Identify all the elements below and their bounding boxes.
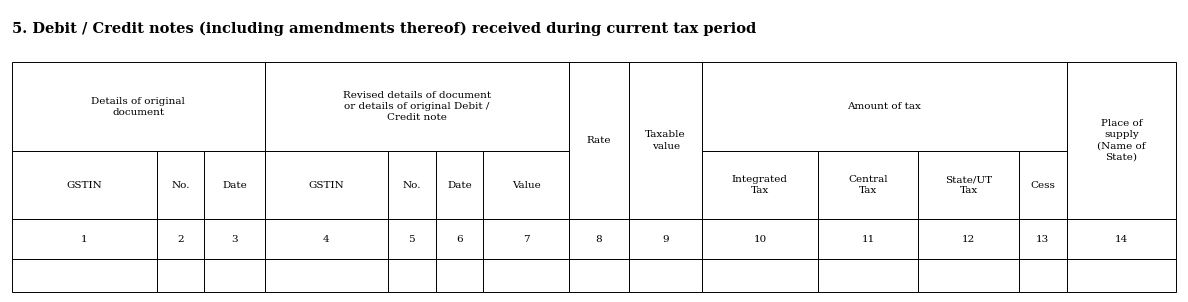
Text: Details of original
document: Details of original document xyxy=(91,97,185,117)
Bar xyxy=(12,62,265,151)
Text: 7: 7 xyxy=(523,235,530,244)
Text: 3: 3 xyxy=(232,235,238,244)
Bar xyxy=(702,151,817,219)
Bar xyxy=(265,259,387,292)
Bar xyxy=(484,219,569,259)
Bar xyxy=(265,62,569,151)
Bar xyxy=(265,219,387,259)
Bar xyxy=(918,151,1019,219)
Bar xyxy=(436,219,484,259)
Bar xyxy=(265,151,387,219)
Bar xyxy=(702,219,817,259)
Text: 12: 12 xyxy=(962,235,975,244)
Bar xyxy=(702,259,817,292)
Bar xyxy=(817,259,918,292)
Bar xyxy=(12,151,157,219)
Text: 6: 6 xyxy=(456,235,463,244)
Text: 8: 8 xyxy=(595,235,602,244)
Text: 2: 2 xyxy=(177,235,184,244)
Text: Central
Tax: Central Tax xyxy=(848,175,887,195)
Bar xyxy=(157,259,204,292)
Text: 4: 4 xyxy=(323,235,329,244)
Bar xyxy=(1019,219,1067,259)
Bar xyxy=(484,151,569,219)
Text: 11: 11 xyxy=(861,235,874,244)
Text: Date: Date xyxy=(222,181,247,190)
Bar xyxy=(157,151,204,219)
Text: Date: Date xyxy=(447,181,472,190)
Text: 14: 14 xyxy=(1114,235,1127,244)
Bar xyxy=(569,259,630,292)
Bar xyxy=(918,259,1019,292)
Bar xyxy=(12,219,157,259)
Text: 13: 13 xyxy=(1036,235,1049,244)
Text: 5. Debit / Credit notes (including amendments thereof) received during current t: 5. Debit / Credit notes (including amend… xyxy=(12,22,757,36)
Bar xyxy=(204,259,265,292)
Text: State/UT
Tax: State/UT Tax xyxy=(944,175,992,195)
Bar xyxy=(1067,62,1176,219)
Bar xyxy=(817,151,918,219)
Bar xyxy=(204,219,265,259)
Text: No.: No. xyxy=(171,181,190,190)
Bar xyxy=(157,219,204,259)
Bar xyxy=(817,219,918,259)
Bar xyxy=(1019,259,1067,292)
Text: Place of
supply
(Name of
State): Place of supply (Name of State) xyxy=(1097,119,1145,162)
Bar xyxy=(630,219,702,259)
Text: Integrated
Tax: Integrated Tax xyxy=(732,175,788,195)
Bar xyxy=(569,62,630,219)
Bar xyxy=(436,151,484,219)
Bar xyxy=(1019,151,1067,219)
Bar xyxy=(387,259,436,292)
Bar xyxy=(569,219,630,259)
Bar xyxy=(387,219,436,259)
Bar xyxy=(918,219,1019,259)
Text: No.: No. xyxy=(403,181,421,190)
Bar xyxy=(1067,259,1176,292)
Bar xyxy=(702,62,1067,151)
Bar xyxy=(630,62,702,219)
Text: Amount of tax: Amount of tax xyxy=(847,102,922,111)
Text: 9: 9 xyxy=(663,235,669,244)
Text: GSTIN: GSTIN xyxy=(309,181,345,190)
Bar xyxy=(12,259,157,292)
Text: 10: 10 xyxy=(753,235,766,244)
Bar xyxy=(387,151,436,219)
Text: Revised details of document
or details of original Debit /
Credit note: Revised details of document or details o… xyxy=(342,91,491,122)
Text: Taxable
value: Taxable value xyxy=(645,130,685,151)
Bar xyxy=(436,259,484,292)
Bar xyxy=(1067,219,1176,259)
Text: Rate: Rate xyxy=(587,136,612,145)
Text: Cess: Cess xyxy=(1030,181,1055,190)
Text: 1: 1 xyxy=(81,235,88,244)
Bar xyxy=(484,259,569,292)
Text: Value: Value xyxy=(512,181,541,190)
Bar xyxy=(630,259,702,292)
Text: 5: 5 xyxy=(409,235,415,244)
Bar xyxy=(204,151,265,219)
Text: GSTIN: GSTIN xyxy=(67,181,102,190)
